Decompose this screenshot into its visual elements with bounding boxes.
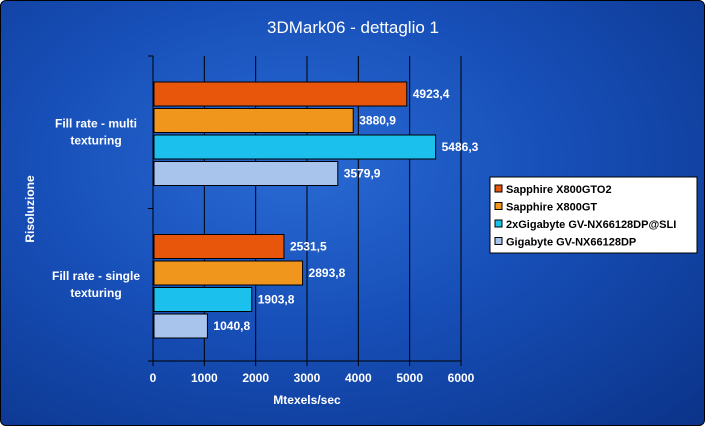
y-axis-label: Risoluzione [23, 175, 37, 243]
bar-value-label: 3579,9 [344, 167, 381, 181]
x-tick-label: 4000 [345, 371, 372, 385]
bar-value-label: 2893,8 [309, 266, 346, 280]
bar [153, 260, 304, 286]
x-tick-label: 1000 [191, 371, 218, 385]
bar [153, 81, 408, 107]
x-tick-label: 3000 [294, 371, 321, 385]
category-label: texturing [70, 286, 121, 300]
legend-swatch [494, 184, 503, 193]
bars: 4923,4 3880,9 5486,3 3579,9 2531,5 2893,8 1903… [153, 81, 479, 339]
x-tick-label: 6000 [448, 371, 475, 385]
axes [148, 55, 462, 366]
bar-value-label: 2531,5 [290, 240, 327, 254]
bar [153, 134, 437, 160]
bar-value-label: 3880,9 [359, 114, 396, 128]
bar [153, 108, 354, 133]
gridlines [152, 56, 462, 361]
legend-swatch [494, 237, 503, 245]
bar [153, 234, 285, 259]
bar [153, 313, 208, 339]
x-tick-labels: 0 1000 2000 3000 4000 5000 6000 [150, 371, 475, 385]
legend-swatch [494, 202, 503, 210]
legend-swatch [494, 219, 503, 228]
category-labels: Fill rate - multi texturing Fill rate - si… [52, 116, 140, 300]
legend-entry: Sapphire X800GT [506, 202, 597, 214]
legend-entry: Sapphire X800GTO2 [506, 184, 612, 196]
bar [153, 161, 339, 186]
x-axis-label: Mtexels/sec [273, 393, 341, 407]
category-label: Fill rate - multi [55, 116, 137, 130]
legend-box [489, 176, 698, 254]
chart-title: 3DMark06 - dettaglio 1 [267, 18, 439, 37]
legend: Sapphire X800GTO2 Sapphire X800GT 2xGigaby… [489, 176, 698, 254]
category-label: Fill rate - single [52, 269, 140, 283]
x-tick-label: 0 [150, 371, 157, 385]
bar-value-label: 4923,4 [413, 87, 450, 101]
legend-entry: 2xGigabyte GV-NX66128DP@SLI [506, 219, 676, 231]
bar-value-label: 5486,3 [442, 140, 479, 154]
category-label: texturing [70, 133, 121, 147]
legend-entry: Gigabyte GV-NX66128DP [506, 237, 636, 249]
bar-value-label: 1040,8 [213, 319, 250, 333]
x-tick-label: 2000 [242, 371, 269, 385]
bar-value-label: 1903,8 [258, 293, 295, 307]
bar [153, 287, 253, 312]
x-tick-label: 5000 [396, 371, 423, 385]
